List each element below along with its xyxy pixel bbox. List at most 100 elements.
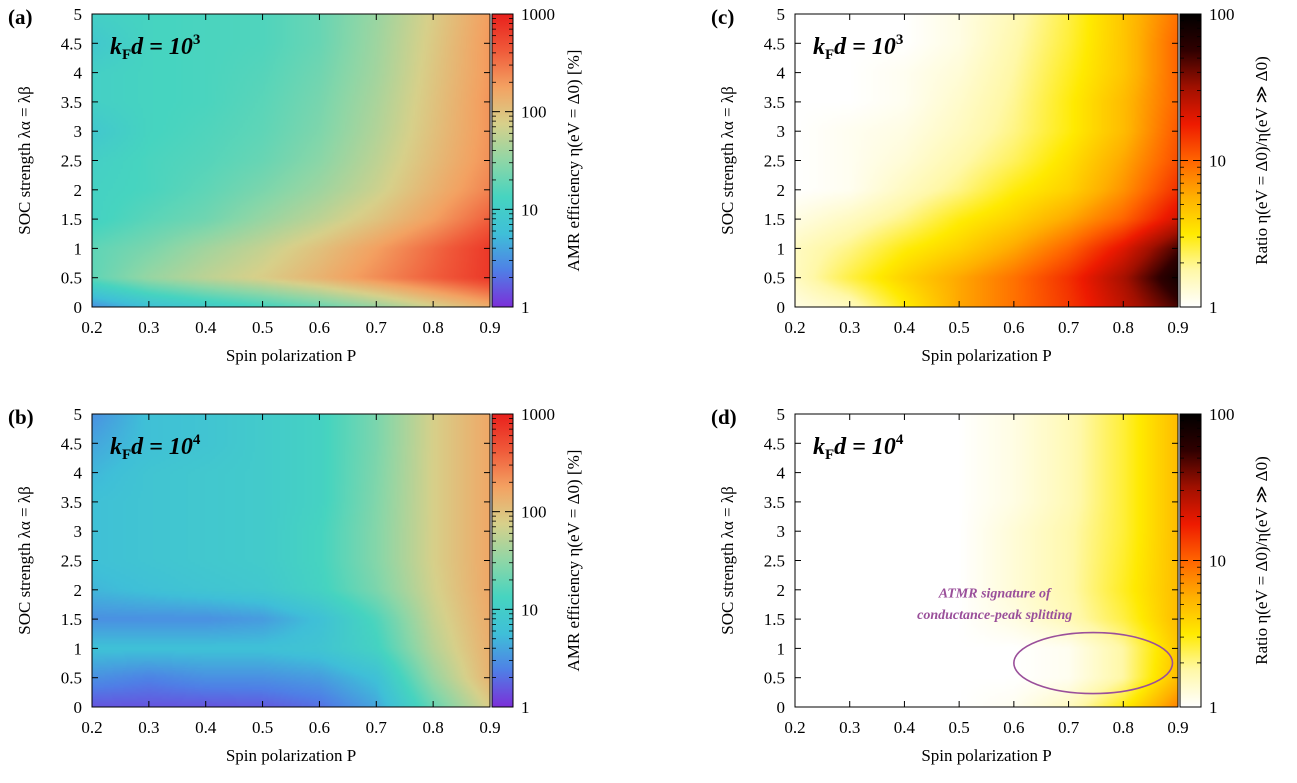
y-tick-label: 5	[74, 405, 83, 424]
y-axis-label: SOC strength λα = λβ	[15, 486, 34, 634]
colorbar-tick-label: 100	[1209, 5, 1235, 24]
x-tick-label: 0.8	[1113, 718, 1134, 737]
colorbar-tick-label: 1	[1209, 298, 1218, 317]
y-tick-label: 3.5	[61, 493, 82, 512]
y-tick-label: 2.5	[764, 552, 785, 571]
x-tick-label: 0.6	[1003, 318, 1024, 337]
heatmap-c	[795, 14, 1178, 307]
callout-line-1: ATMR signature of	[938, 586, 1052, 601]
y-tick-label: 2	[74, 581, 83, 600]
y-tick-label: 3	[777, 522, 786, 541]
x-tick-label: 0.4	[195, 318, 217, 337]
x-tick-label: 0.8	[423, 718, 444, 737]
x-tick-label: 0.5	[949, 318, 970, 337]
heatmap-b	[92, 414, 490, 707]
panel-c: 0.2 0.3 0.4 0.5 0.6 0.7 0.8 0.9 0 0.5 1 1.5 2 2.5 3 3.5…	[711, 5, 1271, 365]
y-tick-label: 2.5	[61, 152, 82, 171]
y-tick-label: 3.5	[61, 93, 82, 112]
y-tick-label: 2.5	[61, 552, 82, 571]
x-tick-label: 0.2	[784, 318, 805, 337]
y-tick-label: 0.5	[764, 669, 785, 688]
panel-label: (c)	[711, 5, 734, 29]
colorbar-tick-label: 1000	[521, 405, 555, 424]
y-tick-label: 2	[74, 181, 83, 200]
y-tick-label: 3.5	[764, 493, 785, 512]
y-axis-label: SOC strength λα = λβ	[718, 86, 737, 234]
colorbar-tick-label: 100	[1209, 405, 1235, 424]
colorbar-tick-label: 10	[1209, 152, 1226, 171]
y-tick-label: 1.5	[61, 210, 82, 229]
kfd-annotation: kFd = 104	[110, 432, 201, 463]
x-tick-label: 0.9	[1167, 718, 1188, 737]
x-tick-label: 0.4	[894, 318, 916, 337]
y-tick-label: 4	[74, 464, 83, 483]
y-tick-label: 0	[777, 298, 786, 317]
colorbar-label: Ratio η(eV = Δ0)/η(eV ≫ Δ0)	[1252, 456, 1271, 665]
x-tick-label: 0.7	[1058, 318, 1080, 337]
y-tick-label: 5	[777, 405, 786, 424]
y-axis-label: SOC strength λα = λβ	[15, 86, 34, 234]
y-tick-label: 1	[74, 639, 83, 658]
x-tick-label: 0.6	[309, 718, 330, 737]
colorbar-tick-label: 1	[521, 698, 530, 717]
y-tick-label: 3	[777, 122, 786, 141]
callout-line-2: conductance-peak splitting	[917, 608, 1072, 623]
x-axis-label: Spin polarization P	[921, 746, 1051, 765]
y-tick-label: 1.5	[764, 210, 785, 229]
y-tick-label: 1.5	[764, 610, 785, 629]
x-tick-label: 0.5	[949, 718, 970, 737]
colorbar-tick-label: 100	[521, 503, 547, 522]
panel-label: (b)	[8, 405, 34, 429]
colorbar	[491, 413, 514, 708]
x-tick-label: 0.5	[252, 318, 273, 337]
x-tick-label: 0.2	[81, 318, 102, 337]
x-tick-label: 0.4	[894, 718, 916, 737]
colorbar-label: AMR efficiency η(eV = Δ0) [%]	[564, 50, 583, 272]
kfd-annotation: kFd = 103	[110, 32, 200, 63]
y-tick-label: 1.5	[61, 610, 82, 629]
y-axis-label: SOC strength λα = λβ	[718, 486, 737, 634]
y-tick-label: 2	[777, 581, 786, 600]
panel-b: 0.2 0.3 0.4 0.5 0.6 0.7 0.8 0.9 0 0.5 1 1.5 2 2.5 3 3.5…	[8, 405, 583, 765]
colorbar-tick-label: 10	[1209, 552, 1226, 571]
y-tick-label: 2.5	[764, 152, 785, 171]
y-tick-label: 3.5	[764, 93, 785, 112]
colorbar-label: AMR efficiency η(eV = Δ0) [%]	[564, 450, 583, 672]
y-tick-label: 0	[74, 698, 83, 717]
y-tick-label: 5	[777, 5, 786, 24]
x-tick-label: 0.9	[479, 718, 500, 737]
x-tick-label: 0.8	[423, 318, 444, 337]
x-tick-label: 0.4	[195, 718, 217, 737]
colorbar-tick-label: 10	[521, 200, 538, 219]
x-axis-label: Spin polarization P	[226, 346, 356, 365]
y-tick-label: 3	[74, 122, 83, 141]
kfd-annotation: kFd = 104	[813, 432, 904, 463]
atmr-ellipse	[1013, 631, 1174, 695]
x-tick-label: 0.3	[839, 718, 860, 737]
colorbar-tick-label: 1000	[521, 5, 555, 24]
y-tick-label: 4.5	[61, 34, 82, 53]
x-tick-label: 0.2	[81, 718, 102, 737]
y-tick-label: 4.5	[61, 434, 82, 453]
y-tick-label: 4.5	[764, 34, 785, 53]
kfd-annotation: kFd = 103	[813, 32, 903, 63]
panel-label: (d)	[711, 405, 737, 429]
y-tick-label: 0.5	[764, 269, 785, 288]
x-tick-label: 0.9	[479, 318, 500, 337]
colorbar-label: Ratio η(eV = Δ0)/η(eV ≫ Δ0)	[1252, 56, 1271, 265]
x-tick-label: 0.3	[839, 318, 860, 337]
y-tick-label: 4	[74, 64, 83, 83]
y-tick-label: 1	[74, 239, 83, 258]
x-tick-label: 0.3	[138, 718, 159, 737]
y-tick-label: 4	[777, 464, 786, 483]
x-tick-label: 0.6	[1003, 718, 1024, 737]
y-tick-label: 1	[777, 639, 786, 658]
x-axis-label: Spin polarization P	[226, 746, 356, 765]
heatmap-a	[92, 14, 490, 307]
y-tick-label: 0	[74, 298, 83, 317]
y-tick-label: 3	[74, 522, 83, 541]
x-axis-label: Spin polarization P	[921, 346, 1051, 365]
colorbar-tick-label: 1	[1209, 698, 1218, 717]
colorbar-tick-label: 100	[521, 103, 547, 122]
